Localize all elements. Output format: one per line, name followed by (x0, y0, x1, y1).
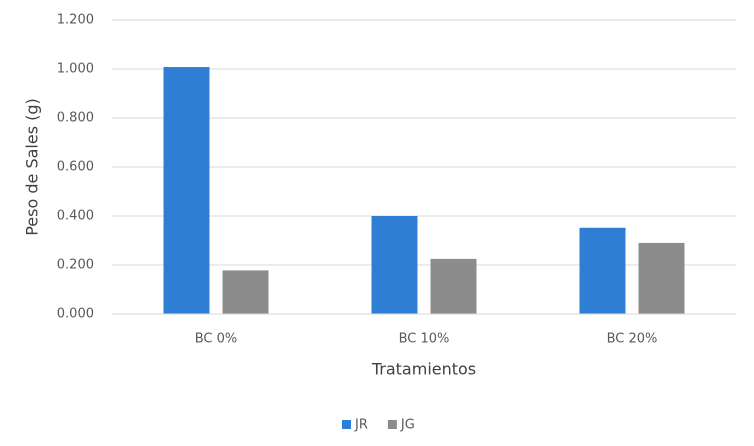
x-axis-title: Tratamientos (371, 360, 476, 379)
x-tick-label: BC 20% (607, 332, 658, 347)
legend-label: JG (400, 418, 415, 433)
bar (371, 216, 418, 314)
y-axis-title: Peso de Sales (g) (23, 98, 42, 236)
bar (430, 258, 477, 314)
y-tick-label: 0.200 (57, 258, 94, 273)
x-tick-label: BC 10% (399, 332, 450, 347)
x-tick-label: BC 0% (195, 332, 238, 347)
legend-swatch (387, 420, 397, 429)
y-tick-label: 1.200 (57, 13, 94, 28)
y-tick-label: 0.400 (57, 209, 94, 224)
legend-swatch (342, 420, 351, 429)
y-tick-label: 0.600 (57, 160, 94, 175)
legend-label: JR (354, 418, 368, 433)
bar (579, 227, 626, 314)
y-tick-label: 1.000 (57, 62, 94, 77)
bar (163, 67, 210, 314)
bar (222, 270, 269, 314)
bar (638, 242, 685, 314)
y-tick-label: 0.000 (57, 307, 94, 322)
y-tick-label: 0.800 (57, 111, 94, 126)
